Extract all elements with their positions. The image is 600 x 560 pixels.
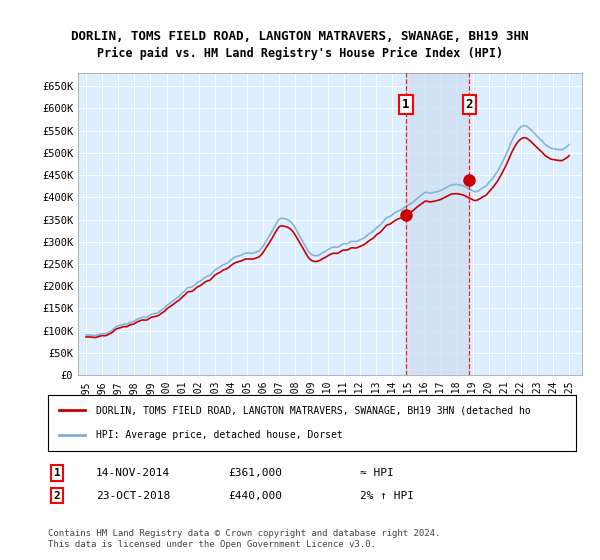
Text: Contains HM Land Registry data © Crown copyright and database right 2024.
This d: Contains HM Land Registry data © Crown c… xyxy=(48,529,440,549)
Text: 1: 1 xyxy=(53,468,61,478)
Text: DORLIN, TOMS FIELD ROAD, LANGTON MATRAVERS, SWANAGE, BH19 3HN (detached ho: DORLIN, TOMS FIELD ROAD, LANGTON MATRAVE… xyxy=(95,405,530,416)
Text: 1: 1 xyxy=(402,99,410,111)
Text: Price paid vs. HM Land Registry's House Price Index (HPI): Price paid vs. HM Land Registry's House … xyxy=(97,46,503,60)
Text: £361,000: £361,000 xyxy=(228,468,282,478)
Text: HPI: Average price, detached house, Dorset: HPI: Average price, detached house, Dors… xyxy=(95,430,342,440)
Bar xyxy=(406,73,469,375)
Text: 2% ↑ HPI: 2% ↑ HPI xyxy=(360,491,414,501)
Text: ≈ HPI: ≈ HPI xyxy=(360,468,394,478)
Text: 2: 2 xyxy=(53,491,61,501)
Text: £440,000: £440,000 xyxy=(228,491,282,501)
Text: 23-OCT-2018: 23-OCT-2018 xyxy=(96,491,170,501)
Text: 14-NOV-2014: 14-NOV-2014 xyxy=(96,468,170,478)
Text: DORLIN, TOMS FIELD ROAD, LANGTON MATRAVERS, SWANAGE, BH19 3HN: DORLIN, TOMS FIELD ROAD, LANGTON MATRAVE… xyxy=(71,30,529,43)
Text: 2: 2 xyxy=(466,99,473,111)
